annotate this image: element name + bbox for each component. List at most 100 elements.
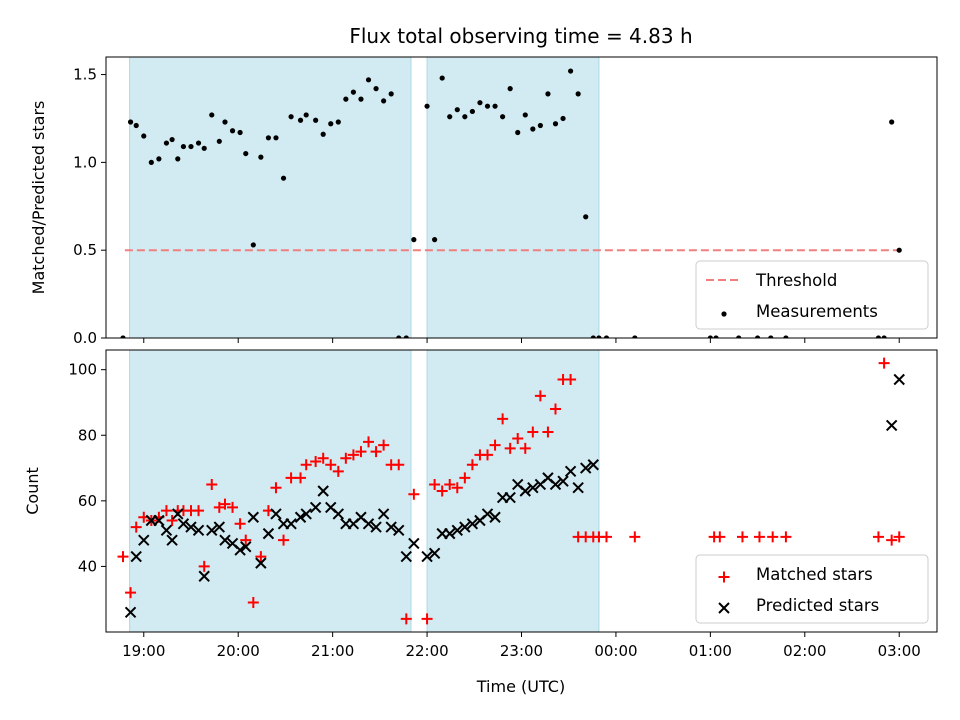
data-point	[632, 335, 638, 338]
data-point	[166, 534, 178, 546]
data-point	[206, 524, 218, 537]
observing-window-0	[129, 350, 412, 632]
data-point	[365, 77, 372, 83]
legend-label: Threshold	[755, 271, 837, 290]
data-point	[172, 508, 184, 520]
data-point	[481, 508, 494, 520]
data-point	[222, 119, 228, 125]
x-tick-label: 03:00	[878, 642, 921, 660]
x-tick-label: 01:00	[689, 642, 732, 660]
data-point	[512, 433, 524, 445]
data-point	[240, 541, 252, 553]
data-point	[373, 86, 379, 92]
data-point	[482, 449, 494, 461]
data-point	[180, 143, 187, 150]
data-point	[320, 131, 326, 137]
series-measurements	[120, 68, 902, 338]
data-point	[587, 459, 599, 471]
data-point	[400, 613, 412, 625]
data-point	[565, 374, 577, 386]
data-point	[148, 159, 154, 165]
data-point	[396, 335, 402, 338]
data-point	[881, 335, 887, 338]
data-point	[522, 112, 528, 118]
data-point	[444, 478, 456, 490]
legend: Matched stars Predicted stars	[695, 554, 929, 624]
x-tick-label: 02:00	[783, 642, 826, 660]
data-point	[237, 129, 243, 136]
data-point	[436, 485, 448, 497]
data-point	[219, 534, 231, 546]
data-point	[288, 114, 294, 120]
legend-x-swatch	[718, 602, 730, 614]
x-tick-label: 00:00	[594, 642, 637, 660]
data-point	[201, 145, 207, 151]
data-point	[537, 122, 543, 129]
data-point	[545, 91, 551, 97]
data-point	[297, 117, 304, 123]
data-point	[332, 465, 344, 477]
data-point	[780, 531, 792, 543]
data-point	[469, 108, 475, 115]
data-point	[444, 527, 456, 540]
data-point	[317, 452, 329, 464]
data-point	[156, 156, 162, 162]
data-point	[198, 570, 210, 582]
data-point	[216, 138, 222, 144]
data-point	[393, 459, 405, 471]
data-point	[300, 508, 312, 520]
data-point	[421, 550, 433, 563]
data-point	[885, 419, 898, 432]
data-point	[120, 335, 126, 338]
data-point	[489, 439, 501, 451]
data-point	[429, 478, 441, 490]
data-point	[767, 531, 779, 543]
y-tick-label: 0.5	[73, 241, 97, 259]
data-point	[519, 485, 531, 497]
data-point	[451, 482, 463, 494]
data-point	[325, 459, 337, 471]
data-point	[240, 534, 252, 546]
data-point	[527, 426, 539, 438]
data-point	[313, 117, 319, 123]
data-point	[340, 452, 352, 464]
data-point	[552, 121, 559, 127]
data-point	[451, 524, 463, 537]
data-point	[500, 114, 506, 120]
x-tick-label: 23:00	[500, 642, 543, 660]
data-point	[388, 91, 394, 97]
data-point	[507, 86, 513, 92]
data-point	[875, 335, 882, 338]
data-point	[247, 511, 260, 523]
data-point	[381, 98, 387, 104]
data-point	[265, 135, 272, 141]
data-point	[886, 534, 898, 546]
data-point	[206, 478, 218, 490]
plot-area	[120, 57, 902, 338]
legend-plus-swatch	[718, 571, 730, 583]
data-point	[300, 459, 312, 471]
data-point	[213, 501, 225, 513]
data-point	[280, 175, 287, 181]
data-point	[590, 335, 596, 338]
data-point	[258, 154, 264, 160]
data-point	[893, 373, 905, 386]
data-point	[160, 524, 173, 537]
data-point	[227, 501, 239, 513]
data-point	[332, 508, 345, 520]
data-point	[459, 521, 471, 533]
data-point	[492, 103, 498, 109]
data-point	[153, 514, 165, 527]
data-point	[285, 518, 297, 530]
data-point	[432, 237, 438, 243]
data-point	[484, 103, 491, 109]
data-point	[117, 551, 129, 563]
data-point	[600, 531, 612, 543]
data-point	[350, 89, 357, 95]
data-point	[285, 472, 297, 484]
data-point	[560, 115, 566, 122]
data-point	[564, 465, 577, 478]
x-axis-label: Time (UTC)	[476, 677, 565, 696]
data-point	[424, 103, 430, 109]
data-point	[583, 214, 589, 220]
